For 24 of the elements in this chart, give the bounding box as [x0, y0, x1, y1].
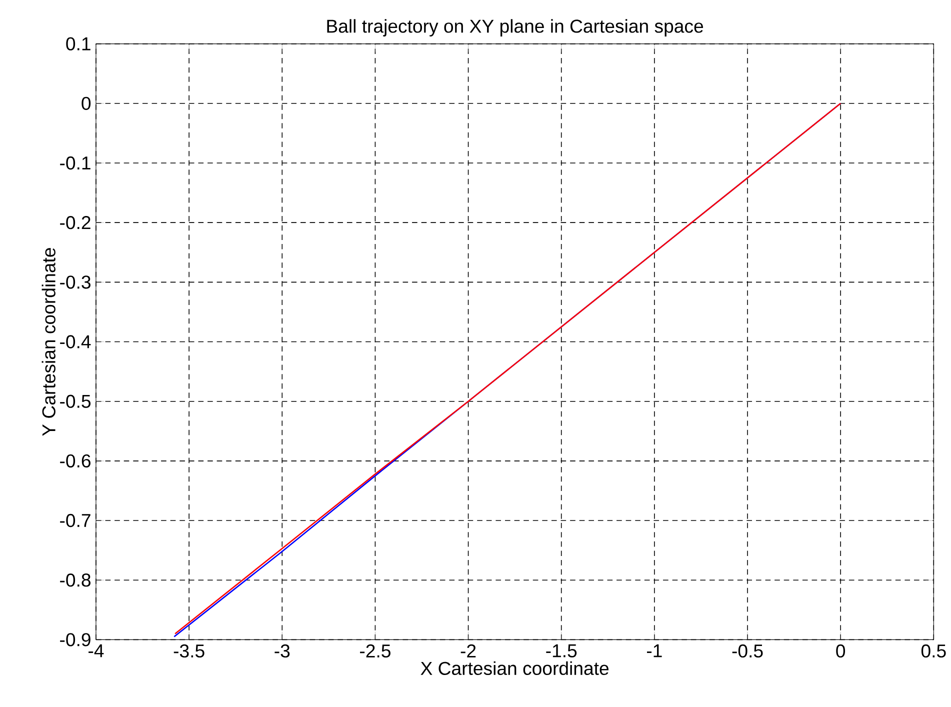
y-tick-label: -0.4	[60, 335, 91, 349]
x-tick-label: 0	[836, 644, 846, 658]
x-tick-label: -1	[647, 644, 662, 658]
y-tick-label: -0.7	[60, 514, 90, 528]
x-tick-label: -4	[88, 644, 104, 658]
y-tick-label: 0.1	[66, 37, 90, 51]
x-tick-label: -0.5	[732, 644, 763, 658]
y-tick-label: 0	[82, 97, 91, 110]
y-tick-label: -0.9	[60, 633, 90, 646]
x-axis-title: X Cartesian coordinate	[420, 662, 609, 676]
y-tick-label: -0.8	[60, 574, 90, 587]
y-tick-label: -0.2	[60, 216, 90, 230]
x-tick-label: -2.5	[360, 644, 390, 658]
y-tick-label: -0.3	[60, 276, 90, 289]
y-tick-label: -0.1	[60, 156, 90, 170]
x-tick-label: -3.5	[174, 644, 204, 658]
x-tick-label: -2	[460, 644, 476, 658]
y-tick-label: -0.5	[60, 394, 91, 408]
y-tick-label: -0.6	[60, 454, 90, 468]
chart-title: Ball trajectory on XY plane in Cartesian space	[327, 19, 704, 37]
x-tick-label: -3	[274, 644, 290, 658]
x-tick-label: -1.5	[546, 644, 577, 658]
x-tick-label: 0.5	[921, 644, 946, 658]
y-axis-title: Y Cartesian coordinate	[42, 248, 56, 436]
